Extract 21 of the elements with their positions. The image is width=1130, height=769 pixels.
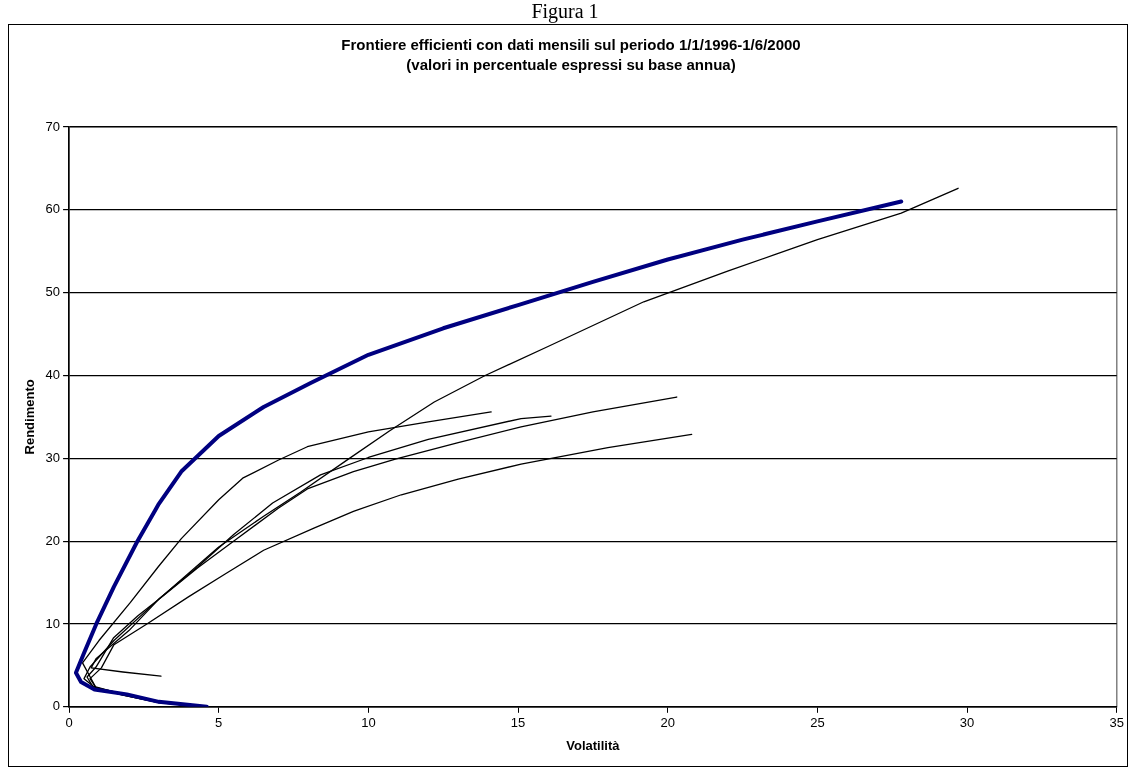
- chart-subtitle: (valori in percentuale espressi su base annua): [406, 56, 736, 74]
- y-tick-label: 60: [45, 201, 61, 217]
- y-tick-label: 40: [45, 367, 61, 383]
- x-tick-label: 30: [959, 715, 975, 731]
- chart-title: Frontiere efficienti con dati mensili sul periodo 1/1/1996-1/6/2000: [341, 36, 801, 54]
- y-tick-label: 10: [45, 615, 61, 631]
- y-tick-label: 30: [45, 449, 61, 465]
- x-tick-label: 15: [510, 715, 526, 731]
- y-tick-label: 50: [45, 284, 61, 300]
- x-axis-title: Volatilità: [566, 737, 621, 753]
- text: Figura 1: [530, 0, 600, 22]
- y-axis-title: Rendimento: [22, 379, 38, 455]
- x-tick-label: 20: [660, 715, 675, 731]
- y-tick-label: 0: [52, 698, 61, 714]
- y-tick-label: 70: [45, 118, 61, 134]
- x-tick-label: 5: [215, 715, 223, 731]
- x-tick-label: 25: [810, 715, 825, 731]
- x-tick-label: 10: [361, 715, 376, 731]
- y-tick-label: 20: [45, 532, 61, 548]
- x-tick-label: 35: [1109, 715, 1124, 731]
- x-tick-label: 0: [65, 715, 73, 731]
